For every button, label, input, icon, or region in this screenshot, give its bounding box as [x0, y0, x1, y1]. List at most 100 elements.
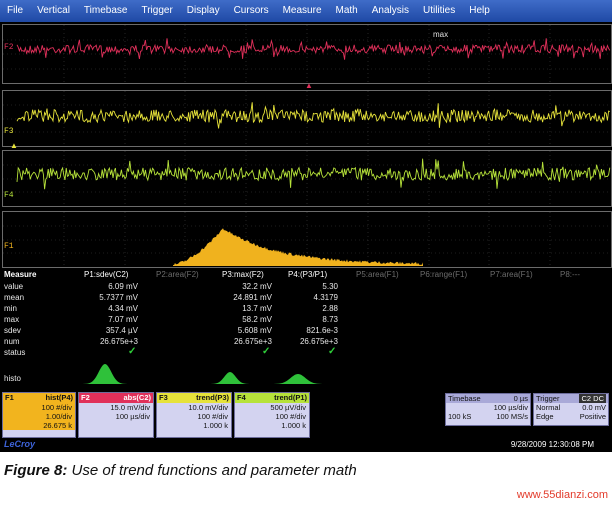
trigger-channel-name: C2: [581, 394, 592, 403]
row-label-status: status: [4, 348, 26, 357]
mini-histograms: [83, 364, 324, 384]
menu-timebase[interactable]: Timebase: [83, 5, 128, 16]
row-label-sdev: sdev: [4, 326, 21, 335]
p1-status-check-icon: ✓: [128, 346, 137, 357]
menu-math[interactable]: Math: [335, 5, 358, 16]
menu-trigger[interactable]: Trigger: [141, 5, 173, 16]
trigger-row1: Normal 0.0 mV: [534, 403, 608, 412]
trace-f2-label: F2: [4, 43, 14, 52]
trigger-level: 0.0 mV: [582, 403, 606, 412]
descriptor-f2-name: F2: [81, 393, 90, 402]
descriptor-f1[interactable]: F1 hist(P4) 100 #/div 1.00/div 26.675 k: [2, 392, 76, 438]
p4-max: 8.73: [322, 315, 338, 324]
grid-f4: [3, 151, 611, 206]
measure-title: Measure: [4, 270, 37, 279]
trace-panel-f3[interactable]: F3: [2, 90, 612, 147]
trace-panel-f4[interactable]: F4: [2, 150, 612, 207]
trigger-coupling: DC: [593, 394, 604, 403]
menu-cursors[interactable]: Cursors: [233, 5, 269, 16]
oscilloscope-screen: File Vertical Timebase Trigger Display C…: [0, 0, 612, 452]
timebase-delay: 0 µs: [513, 394, 528, 403]
p1-mean: 5.7377 mV: [99, 293, 138, 302]
descriptor-f3[interactable]: F3 trend(P3) 10.0 mV/div 100 #/div 1.000…: [156, 392, 232, 438]
trace-f2-plot: [3, 25, 611, 83]
measure-table: Measure P1:sdev(C2) P2:area(F2) P3:max(F…: [0, 268, 612, 390]
descriptor-f1-name: F1: [5, 393, 14, 402]
descriptor-f4-row2: 100 #/div: [275, 412, 306, 421]
timebase-descriptor[interactable]: Timebase 0 µs 100 µs/div 100 kS 100 MS/s: [445, 393, 531, 426]
p3-num: 26.675e+3: [233, 337, 272, 346]
descriptor-f1-func: hist(P4): [45, 393, 73, 402]
descriptor-f1-row1: 100 #/div: [3, 403, 75, 412]
menu-file[interactable]: File: [7, 5, 24, 16]
descriptor-f2[interactable]: F2 abs(C2) 15.0 mV/div 100 µs/div: [78, 392, 154, 438]
descriptor-f3-row3: 1.000 k: [203, 421, 228, 430]
p4-mini-histogram: [272, 374, 324, 384]
trigger-header: Trigger C2 DC: [534, 394, 608, 403]
column-p7[interactable]: P7:area(F1): [490, 270, 533, 279]
trace-f3-waveform: [16, 102, 610, 129]
menu-analysis[interactable]: Analysis: [371, 5, 409, 16]
timebase-header: Timebase 0 µs: [446, 394, 530, 403]
trace-panel-f2[interactable]: F2 max: [2, 24, 612, 84]
p3-mini-histogram: [210, 372, 250, 384]
grid-f2: [3, 25, 611, 83]
column-p6[interactable]: P6:range(F1): [420, 270, 468, 279]
descriptor-f2-row1: 15.0 mV/div: [110, 403, 150, 412]
timebase-title: Timebase: [448, 394, 481, 403]
descriptor-f1-row2: 1.00/div: [3, 412, 75, 421]
f3-marker-icon: ▲: [10, 141, 18, 150]
p4-status-check-icon: ✓: [328, 346, 337, 357]
descriptor-f4-name: F4: [237, 393, 246, 402]
figure-caption-text: Use of trend functions and parameter mat…: [71, 462, 357, 479]
trigger-type: Edge: [536, 412, 554, 421]
p4-sdev: 821.6e-3: [306, 326, 338, 335]
descriptor-f3-name: F3: [159, 393, 168, 402]
p3-min: 13.7 mV: [242, 304, 272, 313]
trace-f1-histogram: [173, 228, 423, 266]
figure-caption: Figure 8: Use of trend functions and par…: [4, 462, 357, 479]
descriptor-f4-func: trend(P1): [274, 393, 307, 402]
row-label-max: max: [4, 315, 20, 324]
watermark-text: www.55dianzi.com: [516, 489, 608, 501]
menu-help[interactable]: Help: [469, 5, 490, 16]
p3-values: 32.2 mV 24.891 mV 13.7 mV 58.2 mV 5.608 …: [222, 282, 272, 348]
trigger-mode: Normal: [536, 403, 561, 412]
p1-value: 6.09 mV: [108, 282, 138, 291]
descriptor-f1-row3: 26.675 k: [3, 421, 75, 430]
trace-f4-label: F4: [4, 191, 14, 200]
column-p8[interactable]: P8:---: [560, 270, 580, 279]
p1-min: 4.34 mV: [108, 304, 138, 313]
p3-mean: 24.891 mV: [233, 293, 272, 302]
column-p4[interactable]: P4:(P3/P1): [288, 270, 328, 279]
menu-vertical[interactable]: Vertical: [37, 5, 70, 16]
trigger-descriptor[interactable]: Trigger C2 DC Normal 0.0 mV Edge Positiv…: [533, 393, 609, 426]
timebase-row2: 100 kS 100 MS/s: [446, 412, 530, 421]
p4-num: 26.675e+3: [299, 337, 338, 346]
date-time-readout: 9/28/2009 12:30:08 PM: [510, 440, 594, 449]
trace-f1-plot: [3, 212, 611, 267]
trace-f4-plot: [3, 151, 611, 206]
column-p3[interactable]: P3:max(F2): [222, 270, 264, 279]
trace-f4-waveform: [16, 158, 611, 190]
column-p2[interactable]: P2:area(F2): [156, 270, 199, 279]
descriptor-f1-header: F1 hist(P4): [3, 393, 75, 403]
menu-display[interactable]: Display: [186, 5, 220, 16]
descriptor-f4[interactable]: F4 trend(P1) 500 µV/div 100 #/div 1.000 …: [234, 392, 310, 438]
p3-value: 32.2 mV: [242, 282, 272, 291]
column-p5[interactable]: P5:area(F1): [356, 270, 399, 279]
trace-panel-f1[interactable]: F1: [2, 211, 612, 268]
p4-value: 5.30: [322, 282, 338, 291]
max-marker-label: max: [433, 30, 449, 39]
trace-f2-waveform: [16, 38, 611, 60]
timebase-rate: 100 MS/s: [496, 412, 528, 421]
row-label-value: value: [4, 282, 24, 291]
trigger-row2: Edge Positive: [534, 412, 608, 421]
column-p1[interactable]: P1:sdev(C2): [84, 270, 129, 279]
menu-bar: File Vertical Timebase Trigger Display C…: [0, 0, 612, 22]
grid-f1: [3, 212, 611, 267]
menu-measure[interactable]: Measure: [282, 5, 322, 16]
descriptor-f2-func: abs(C2): [123, 393, 151, 402]
p1-max: 7.07 mV: [108, 315, 138, 324]
menu-utilities[interactable]: Utilities: [422, 5, 456, 16]
